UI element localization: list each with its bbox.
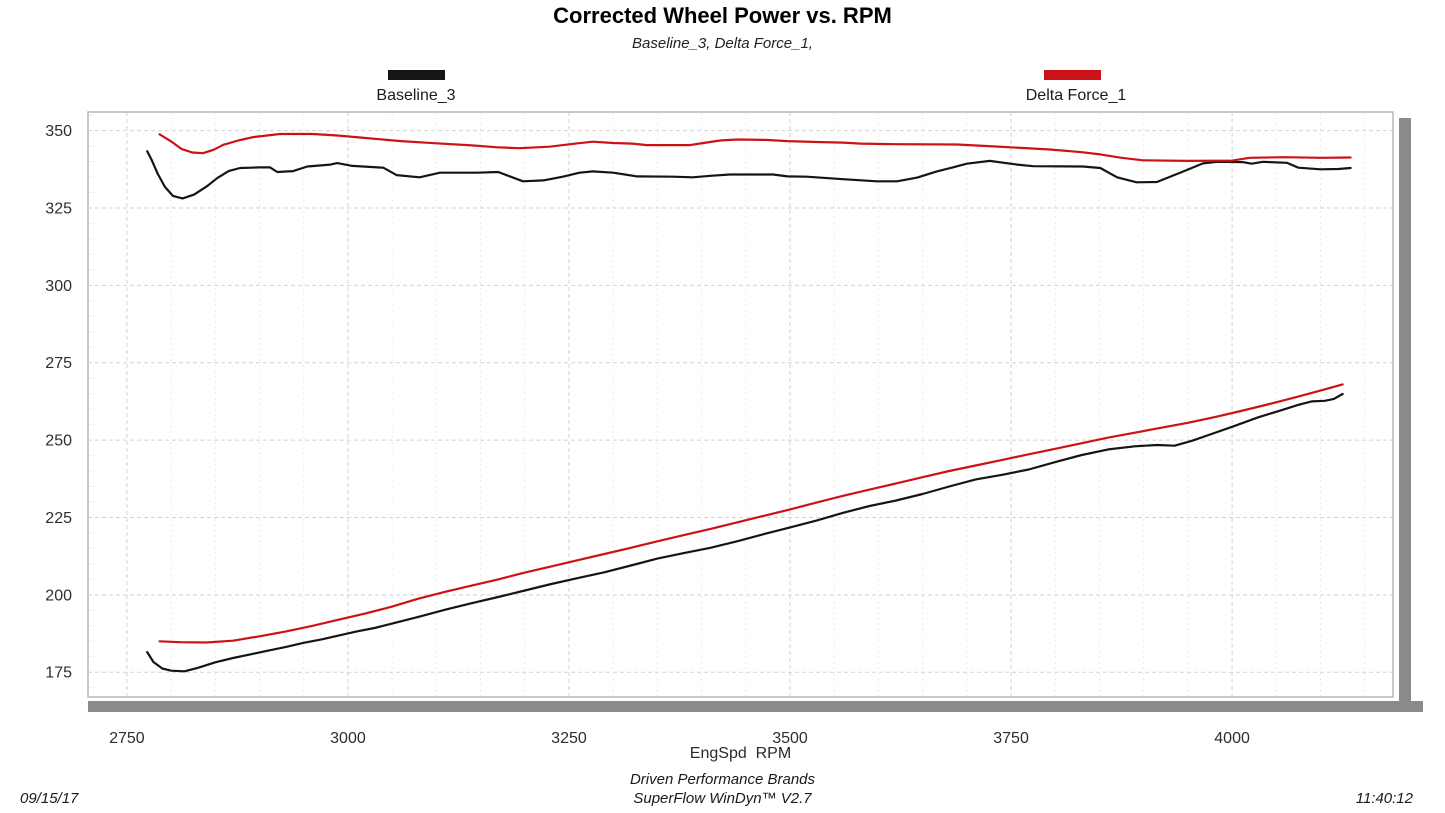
y-tick-label: 250: [45, 433, 72, 450]
x-tick-label: 3250: [551, 730, 587, 747]
y-tick-label: 175: [45, 665, 72, 682]
series-line-baseline-3-upper-trace-: [146, 150, 1352, 200]
x-tick-label: 3750: [993, 730, 1029, 747]
chart-subtitle: Baseline_3, Delta Force_1,: [632, 35, 813, 52]
x-tick-label: 4000: [1214, 730, 1250, 747]
footer-time: 11:40:12: [1355, 790, 1413, 807]
y-tick-label: 325: [45, 200, 72, 217]
x-tick-label: 3500: [772, 730, 808, 747]
series-line-baseline-3-lower-trace-: [146, 392, 1344, 673]
x-tick-label: 2750: [109, 730, 145, 747]
x-tick-label: 3000: [330, 730, 366, 747]
plot-border: [87, 111, 1394, 698]
y-tick-label: 300: [45, 278, 72, 295]
footer-brand-line2: SuperFlow WinDyn™ V2.7: [633, 790, 812, 807]
legend-label-delta-force: Delta Force_1: [1025, 87, 1127, 104]
frame-shadow-right: [1399, 118, 1411, 712]
frame-shadow-bottom: [88, 701, 1423, 712]
legend-label-baseline: Baseline_3: [376, 87, 456, 104]
series-line-delta-force-1-lower-trace-: [158, 383, 1344, 644]
chart-title: Corrected Wheel Power vs. RPM: [553, 3, 892, 28]
footer-date: 09/15/17: [20, 790, 79, 807]
y-tick-label: 200: [45, 587, 72, 604]
y-tick-label: 275: [45, 355, 72, 372]
x-axis-label: EngSpd RPM: [689, 745, 792, 762]
legend-swatch-baseline: [388, 70, 445, 80]
series-line-delta-force-1-upper-trace-: [158, 132, 1352, 162]
legend-swatch-delta-force: [1044, 70, 1101, 80]
y-tick-label: 350: [45, 123, 72, 140]
footer-brand-line1: Driven Performance Brands: [629, 771, 816, 788]
y-tick-label: 225: [45, 510, 72, 527]
